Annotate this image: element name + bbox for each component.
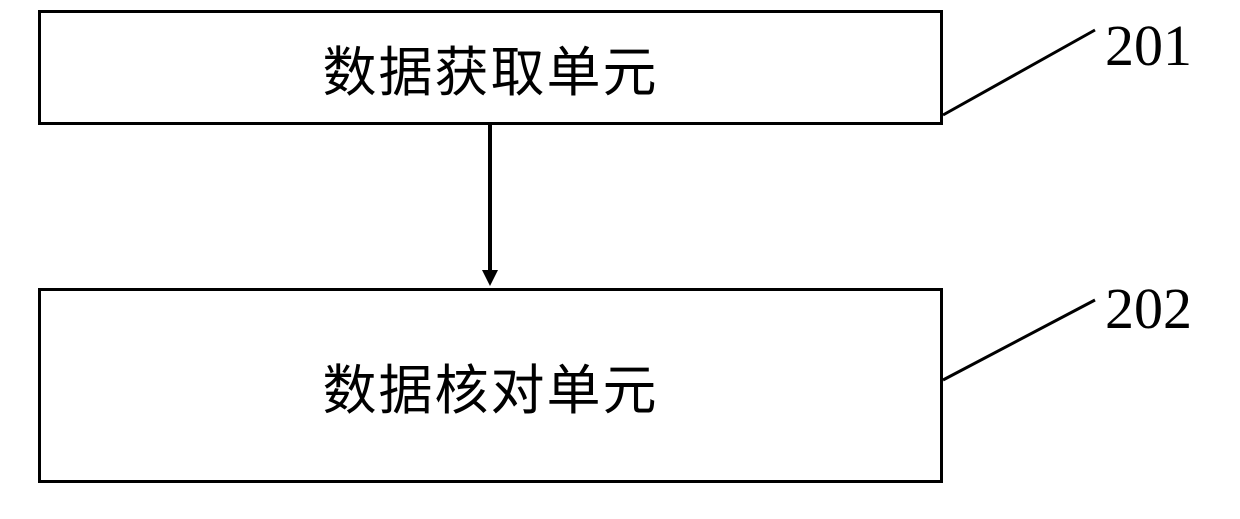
label-201: 201 xyxy=(1105,12,1192,79)
node-data-check-text: 数据核对单元 xyxy=(323,346,659,425)
node-data-acquisition-text: 数据获取单元 xyxy=(323,28,659,107)
leader-line-202 xyxy=(943,300,1095,380)
diagram-canvas: 数据获取单元 201 数据核对单元 202 xyxy=(0,0,1240,519)
node-data-check: 数据核对单元 xyxy=(38,288,943,483)
label-202: 202 xyxy=(1105,275,1192,342)
leader-line-201 xyxy=(943,30,1095,115)
node-data-acquisition: 数据获取单元 xyxy=(38,10,943,125)
